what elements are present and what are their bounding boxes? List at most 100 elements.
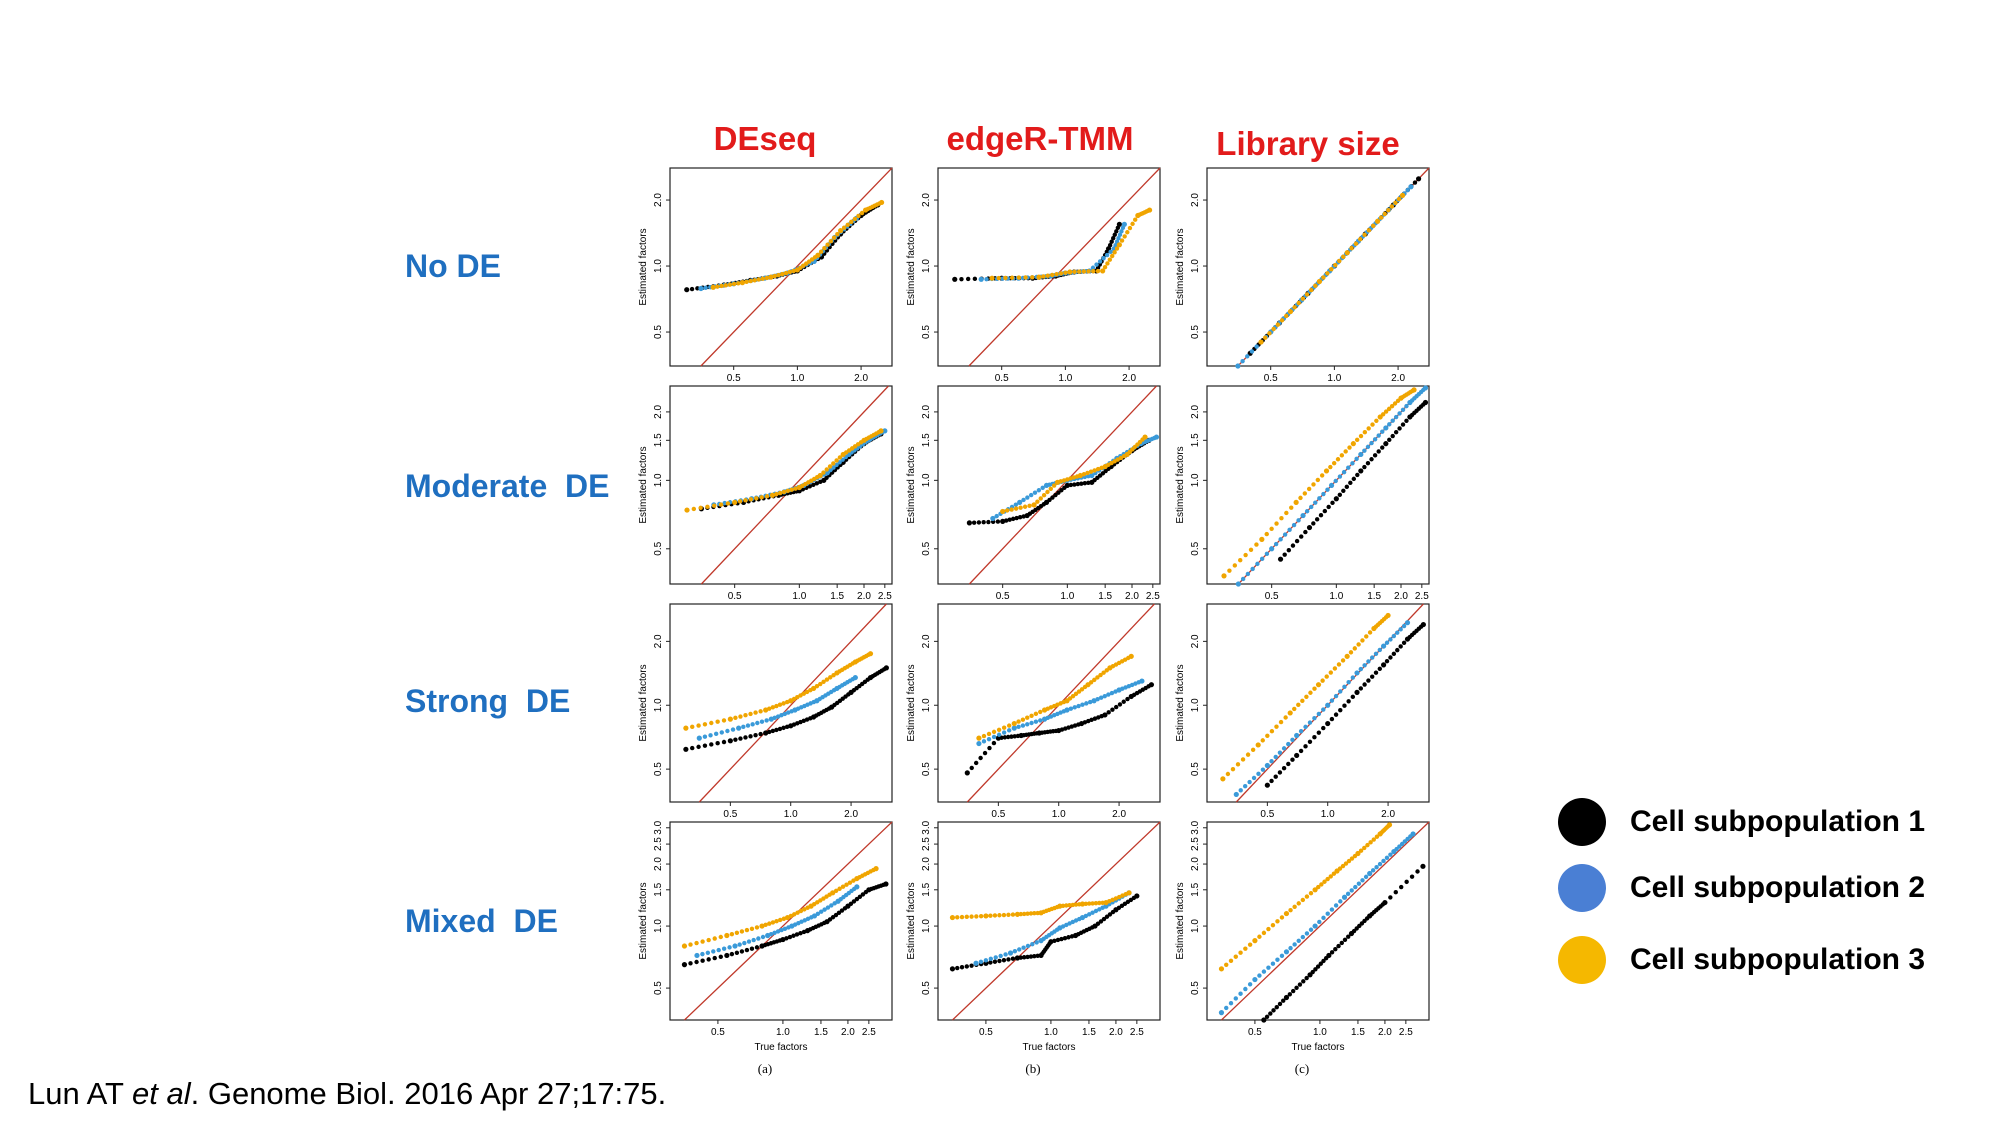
panel-r0-c2-s2-interp-2-5 bbox=[1308, 287, 1314, 293]
panel-r1-c1-s1-interp-1-4 bbox=[1032, 490, 1038, 495]
panel-r1-c2-ytick-label-2: 1.5 bbox=[1190, 433, 1201, 447]
panel-r1-c1-s0-interp-0-4 bbox=[986, 519, 991, 525]
panel-r3-c1-xlabel: True factors bbox=[1023, 1042, 1076, 1053]
panel-r1-c0-ytick-label-0: 0.5 bbox=[653, 541, 664, 555]
panel-r2-c2-s1-point-5 bbox=[1381, 643, 1387, 649]
panel-r1-c1-s1-point-1 bbox=[1017, 499, 1023, 505]
panel-r1-c2-s2-interp-1-1 bbox=[1264, 531, 1269, 537]
panel-r0-c2-s2-interp-1-6 bbox=[1284, 313, 1289, 319]
panel-r2-c1-s1-point-3 bbox=[1064, 707, 1070, 713]
panel-r3-c0-s1-interp-0-6 bbox=[727, 945, 732, 950]
panel-r3-c2-ytick-label-4: 2.5 bbox=[1190, 837, 1201, 851]
panel-r0-c1-s2-interp-3-5 bbox=[1112, 250, 1117, 255]
panel-r0-c2-s0-interp-6-6 bbox=[1412, 180, 1418, 185]
panel-r3-c1-s0-interp-4-3 bbox=[1059, 936, 1064, 942]
panel-r2-c1-ytick-label-1: 1.0 bbox=[921, 698, 932, 712]
panel-r2-c1-s0-interp-6-1 bbox=[1106, 710, 1111, 715]
panel-r2-c0-s0-interp-1-6 bbox=[758, 731, 763, 737]
panel-r3-c1-xtick-label-2: 1.5 bbox=[1082, 1027, 1096, 1038]
panel-r2-c2-s1-point-1 bbox=[1264, 762, 1270, 769]
panel-r2-c2-s2-interp-2-2 bbox=[1296, 702, 1301, 708]
panel-r2-c1-s0-interp-1-3 bbox=[1005, 734, 1011, 740]
panel-r1-c2-s2-interp-2-4 bbox=[1311, 482, 1316, 487]
panel-r2-c1-s0-interp-1-1 bbox=[999, 735, 1004, 740]
panel-r2-c0-s2-point-0 bbox=[683, 725, 689, 731]
panel-r3-c0-s2-interp-3-5 bbox=[802, 907, 807, 912]
panel-r0-c2-s2-interp-5-5 bbox=[1393, 200, 1398, 205]
panel-r3-c0-s2-interp-2-2 bbox=[767, 921, 772, 926]
panel-r0-c2-s2-interp-5-1 bbox=[1378, 215, 1384, 220]
panel-r0-c2-frame bbox=[1206, 167, 1430, 367]
panel-r3-c1-s1-interp-1-6 bbox=[1034, 940, 1039, 945]
panel-r3-c0-s0-interp-6-2 bbox=[851, 899, 857, 904]
panel-r2-c2-s1-interp-0-5 bbox=[1256, 771, 1261, 776]
panel-r1-c2-s1-interp-1-6 bbox=[1296, 518, 1301, 523]
panel-letter-b: (b) bbox=[1025, 1061, 1041, 1076]
panel-r2-c0-s0-point-0 bbox=[683, 746, 689, 752]
panel-r2-c2-s0-point-5 bbox=[1381, 662, 1387, 668]
panel-r0-c2-s2-interp-1-3 bbox=[1271, 326, 1276, 332]
panel-r0-c1-s2-interp-0-1 bbox=[996, 275, 1001, 281]
panel-r3-c1-frame bbox=[937, 821, 1161, 1021]
panel-r2-c2-s2-interp-3-2 bbox=[1324, 674, 1329, 679]
panel-r3-c0-ytick-label-5: 3.0 bbox=[653, 820, 664, 834]
panel-r3-c2-s1-interp-4-3 bbox=[1353, 884, 1358, 890]
panel-r2-c1-s0-interp-5-2 bbox=[1086, 718, 1091, 724]
panel-r3-c1-s2-interp-0-1 bbox=[955, 915, 960, 920]
panel-r2-c2-s0-interp-1-4 bbox=[1281, 765, 1287, 771]
panel-r2-c2-s1-point-4 bbox=[1354, 670, 1360, 676]
panel-r3-c2-ylabel: Estimated factors bbox=[1175, 882, 1186, 959]
panel-r0-c2-s2-interp-1-2 bbox=[1267, 331, 1272, 336]
panel-r2-c1-s0-interp-6-4 bbox=[1117, 702, 1123, 707]
panel-r2-c1-s0-interp-5-4 bbox=[1092, 716, 1098, 721]
panel-r3-c2-s1-interp-1-4 bbox=[1270, 961, 1276, 966]
panel-r1-c2-s1-interp-2-6 bbox=[1325, 487, 1330, 492]
panel-r2-c1-s0-interp-0-2 bbox=[973, 760, 979, 766]
panel-r1-c0-s1-interp-0-2 bbox=[722, 500, 727, 506]
panel-r1-c1-s2-interp-1-1 bbox=[1035, 499, 1040, 504]
panel-r0-c0-xtick-label-1: 1.0 bbox=[790, 373, 804, 384]
panel-r1-c1-ytick-label-0: 0.5 bbox=[921, 541, 932, 555]
panel-r2-c2-s2-point-0 bbox=[1220, 776, 1226, 782]
panel-r3-c2-s0-interp-1-4 bbox=[1297, 982, 1303, 987]
panel-r3-c2-s0-point-1 bbox=[1283, 994, 1290, 1001]
panel-r0-c2-s2-interp-5-6 bbox=[1396, 196, 1402, 202]
panel-r1-c2-s1-interp-0-6 bbox=[1264, 551, 1270, 557]
panel-r3-c0-s1-interp-2-4 bbox=[779, 927, 784, 933]
panel-r1-c0-s2-interp-1-5 bbox=[759, 495, 764, 500]
panel-r3-c0-s1-interp-1-6 bbox=[760, 934, 766, 940]
panel-r3-c2-s2-interp-1-3 bbox=[1266, 926, 1271, 932]
panel-r1-c2-s2-point-0 bbox=[1221, 573, 1227, 579]
panel-r2-c0-s0-interp-0-5 bbox=[715, 741, 720, 746]
panel-r3-c0-s1-interp-4-2 bbox=[819, 909, 824, 914]
panel-r3-c0-s1-interp-0-4 bbox=[716, 947, 721, 953]
panel-r2-c1-s2-interp-1-3 bbox=[1025, 715, 1030, 720]
panel-r0-c2-s2-interp-4-6 bbox=[1371, 223, 1376, 228]
panel-r3-c0-s2-interp-2-3 bbox=[770, 920, 776, 925]
panel-r0-c0-s0-interp-0-1 bbox=[689, 286, 695, 292]
panel-r0-c0-s2-interp-2-3 bbox=[780, 271, 785, 277]
panel-r2-c2-s0-interp-5-4 bbox=[1395, 647, 1400, 653]
panel-r3-c2-xtick-label-4: 2.5 bbox=[1399, 1027, 1413, 1038]
panel-r2-c2-s2-interp-3-5 bbox=[1336, 662, 1342, 667]
panel-r2-c2-s0-interp-5-6 bbox=[1401, 640, 1407, 645]
panel-r3-c1-s1-interp-0-3 bbox=[988, 956, 994, 962]
panel-r3-c1-s2-interp-1-4 bbox=[1001, 912, 1007, 918]
panel-r1-c1-s2-interp-3-1 bbox=[1081, 472, 1087, 477]
panel-r3-c1-s2-interp-6-4 bbox=[1116, 894, 1122, 900]
panel-r2-c0-s2-point-1 bbox=[727, 716, 733, 722]
panel-r2-c2-s0-interp-2-4 bbox=[1312, 735, 1317, 740]
panel-r0-c1-s2-interp-2-5 bbox=[1091, 269, 1096, 274]
panel-r0-c2-s2-interp-1-1 bbox=[1263, 335, 1268, 340]
legend-dot-subpop-2 bbox=[1558, 864, 1606, 912]
panel-r2-c1-s2-interp-0-6 bbox=[1006, 723, 1012, 728]
panel-r0-c1-s1-interp-5-3 bbox=[1116, 236, 1121, 241]
panel-r0-c0-s2-interp-1-1 bbox=[744, 279, 749, 285]
panel-r2-c2-s0-interp-1-6 bbox=[1290, 757, 1295, 762]
panel-r0-c2-s2-interp-5-4 bbox=[1389, 204, 1395, 209]
panel-r1-c2-s0-interp-3-6 bbox=[1355, 472, 1360, 478]
panel-r2-c2-ytick-label-0: 0.5 bbox=[1190, 762, 1201, 776]
panel-r3-c0-s1-point-4 bbox=[811, 913, 818, 919]
panel-r0-c1-s2-interp-4-5 bbox=[1130, 221, 1135, 227]
panel-r2-c0-xtick-label-0: 0.5 bbox=[723, 809, 737, 820]
